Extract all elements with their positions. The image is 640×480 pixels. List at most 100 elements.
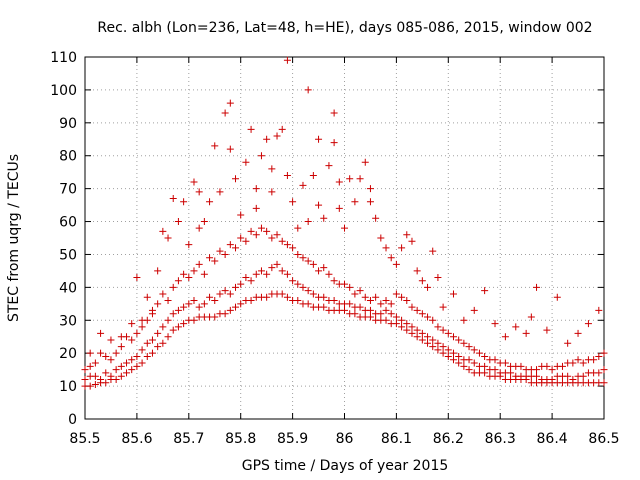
data-point bbox=[211, 257, 219, 265]
data-point bbox=[600, 366, 608, 374]
data-point bbox=[460, 316, 468, 324]
y-tick-label: 0 bbox=[68, 412, 77, 428]
data-point bbox=[226, 241, 234, 249]
data-point bbox=[190, 178, 198, 186]
data-point bbox=[366, 313, 374, 321]
x-axis-title: GPS time / Days of year 2015 bbox=[242, 458, 449, 474]
data-point bbox=[320, 293, 328, 301]
data-point bbox=[429, 247, 437, 255]
data-point bbox=[424, 313, 432, 321]
y-tick-label: 50 bbox=[59, 247, 77, 263]
data-point bbox=[470, 359, 478, 367]
data-point bbox=[387, 310, 395, 318]
data-point bbox=[304, 287, 312, 295]
data-point bbox=[330, 109, 338, 117]
data-point bbox=[564, 339, 572, 347]
data-point bbox=[252, 204, 260, 212]
data-point bbox=[174, 277, 182, 285]
data-point bbox=[169, 195, 177, 203]
data-point bbox=[221, 250, 229, 258]
data-point bbox=[392, 290, 400, 298]
data-point bbox=[221, 287, 229, 295]
data-point bbox=[424, 333, 432, 341]
data-point bbox=[91, 380, 99, 388]
data-point bbox=[195, 260, 203, 268]
data-point bbox=[574, 356, 582, 364]
data-point bbox=[180, 270, 188, 278]
data-point bbox=[195, 188, 203, 196]
data-point bbox=[517, 362, 525, 370]
data-point bbox=[299, 254, 307, 262]
data-point bbox=[226, 306, 234, 314]
data-point bbox=[439, 303, 447, 311]
data-point bbox=[283, 241, 291, 249]
data-point bbox=[579, 359, 587, 367]
data-point bbox=[413, 333, 421, 341]
data-point bbox=[439, 343, 447, 351]
data-point bbox=[377, 310, 385, 318]
data-point bbox=[112, 366, 120, 374]
data-point bbox=[174, 218, 182, 226]
data-point bbox=[455, 359, 463, 367]
data-point bbox=[289, 198, 297, 206]
data-point bbox=[133, 273, 141, 281]
y-tick-label: 30 bbox=[59, 313, 77, 329]
data-point bbox=[195, 224, 203, 232]
data-point bbox=[252, 185, 260, 193]
data-point bbox=[418, 277, 426, 285]
data-point bbox=[138, 323, 146, 331]
data-point bbox=[449, 356, 457, 364]
data-point bbox=[418, 310, 426, 318]
data-point bbox=[507, 369, 515, 377]
data-point bbox=[232, 303, 240, 311]
x-tick-label: 85.9 bbox=[277, 431, 308, 447]
data-point bbox=[159, 323, 167, 331]
data-point bbox=[190, 297, 198, 305]
data-point bbox=[351, 310, 359, 318]
data-point bbox=[294, 250, 302, 258]
data-point bbox=[444, 329, 452, 337]
data-point bbox=[195, 303, 203, 311]
data-point bbox=[117, 343, 125, 351]
data-point bbox=[434, 273, 442, 281]
data-point bbox=[512, 323, 520, 331]
data-point bbox=[304, 218, 312, 226]
data-point bbox=[263, 270, 271, 278]
data-point bbox=[133, 362, 141, 370]
data-point bbox=[439, 349, 447, 357]
data-point bbox=[351, 290, 359, 298]
data-point bbox=[304, 300, 312, 308]
data-point bbox=[299, 181, 307, 189]
x-tick-label: 86 bbox=[336, 431, 354, 447]
data-point bbox=[335, 204, 343, 212]
data-point bbox=[330, 139, 338, 147]
y-tick-labels: 0 10 20 30 40 50 60 70 80 90 100 110 bbox=[50, 50, 77, 428]
data-point bbox=[553, 293, 561, 301]
data-point bbox=[86, 382, 94, 390]
data-point bbox=[460, 362, 468, 370]
data-point bbox=[434, 323, 442, 331]
data-point bbox=[138, 316, 146, 324]
data-point bbox=[164, 333, 172, 341]
data-point bbox=[465, 356, 473, 364]
data-point bbox=[569, 376, 577, 384]
data-point bbox=[408, 303, 416, 311]
data-point bbox=[533, 366, 541, 374]
data-point bbox=[206, 254, 214, 262]
data-point bbox=[107, 336, 115, 344]
data-point bbox=[439, 326, 447, 334]
data-point bbox=[429, 336, 437, 344]
data-point bbox=[211, 297, 219, 305]
data-point bbox=[107, 372, 115, 380]
data-point bbox=[335, 178, 343, 186]
data-points bbox=[81, 56, 608, 390]
data-point bbox=[237, 211, 245, 219]
data-point bbox=[252, 270, 260, 278]
data-point bbox=[382, 297, 390, 305]
data-point bbox=[128, 320, 136, 328]
data-point bbox=[320, 264, 328, 272]
data-point bbox=[299, 283, 307, 291]
data-point bbox=[330, 297, 338, 305]
data-point bbox=[148, 310, 156, 318]
data-point bbox=[185, 300, 193, 308]
